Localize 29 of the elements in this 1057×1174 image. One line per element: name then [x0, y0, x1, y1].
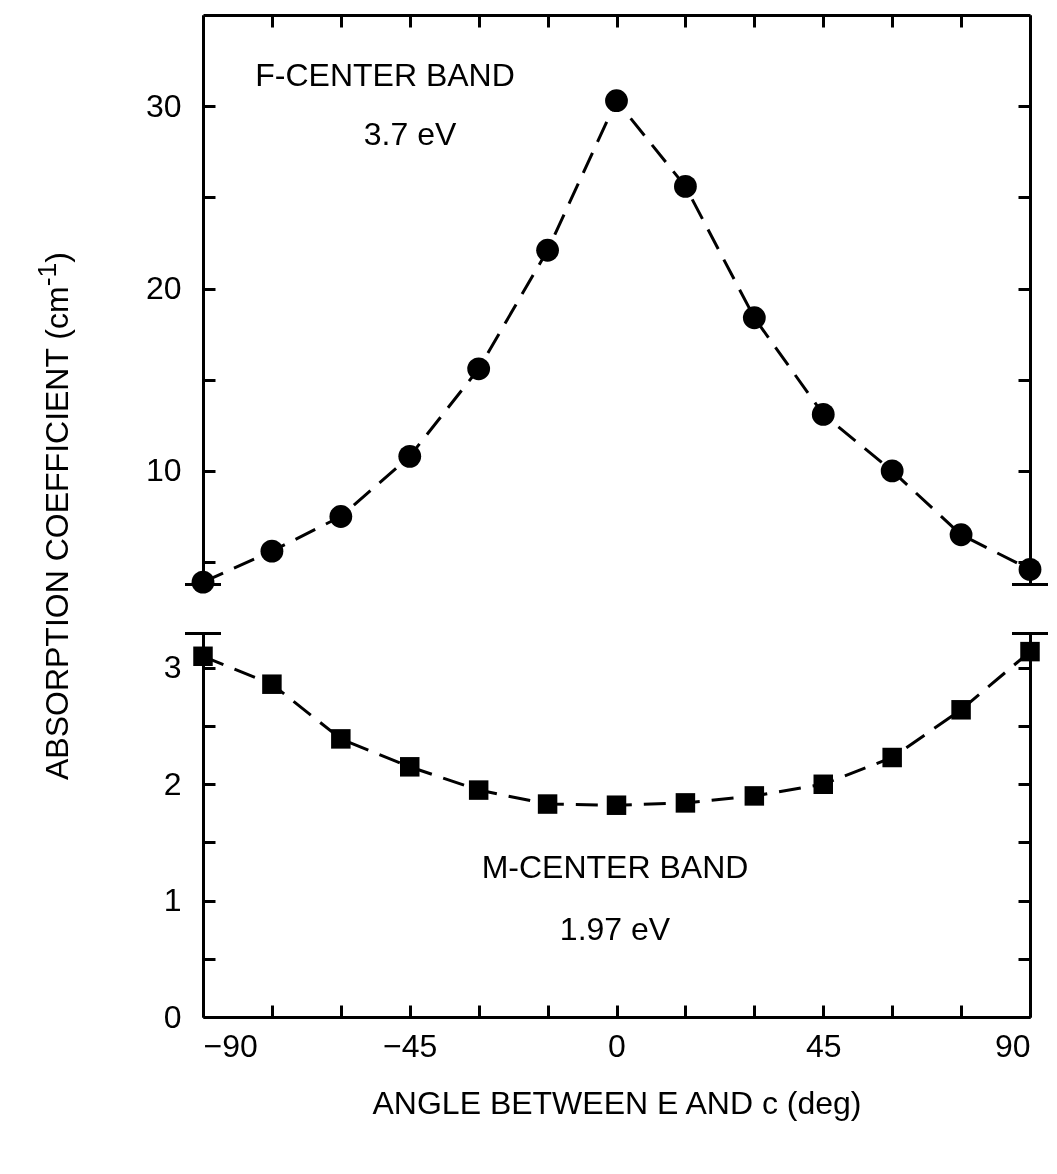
y-tick-label: 10 [145, 452, 182, 489]
x-tick-label: −45 [383, 1027, 438, 1064]
annotation: F-CENTER BAND [255, 57, 515, 93]
point [329, 505, 353, 528]
x-tick-label: 90 [994, 1027, 1031, 1064]
y-tick-label: 1 [163, 882, 182, 919]
annotation: 3.7 eV [363, 116, 457, 152]
point [398, 444, 422, 468]
point [260, 539, 284, 563]
annotation: 1.97 eV [559, 911, 671, 947]
point [742, 306, 766, 330]
point [949, 523, 973, 547]
point [811, 403, 835, 426]
y-tick-label: 2 [163, 765, 182, 802]
x-axis-title: ANGLE BETWEEN E AND c (deg) [372, 1084, 862, 1121]
y-tick-label: 3 [163, 649, 182, 686]
y-tick-label: 0 [163, 998, 182, 1035]
point [605, 89, 628, 113]
point [467, 357, 491, 381]
x-tick-label: 45 [805, 1027, 842, 1064]
point [880, 459, 904, 483]
x-tick-label: 0 [608, 1027, 626, 1064]
y-tick-label: 20 [145, 270, 182, 307]
point [1018, 558, 1042, 581]
point [674, 175, 697, 198]
x-tick-label: −90 [203, 1027, 258, 1064]
annotation: M-CENTER BAND [481, 849, 749, 885]
point [536, 238, 559, 262]
y-tick-label: 30 [145, 87, 182, 124]
